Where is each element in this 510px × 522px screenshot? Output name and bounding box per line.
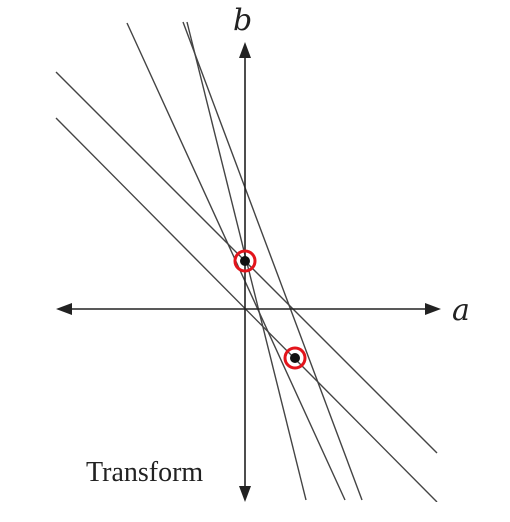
dual-line-1 (55, 117, 438, 502)
intersection-upper-point (240, 256, 250, 266)
y-axis-top-arrow-icon (239, 42, 251, 58)
x-axis-label: a (452, 293, 470, 328)
intersection-lower-point (290, 353, 300, 363)
y-axis-bottom-arrow-icon (239, 486, 251, 502)
axes: a b (56, 3, 470, 502)
x-axis-right-arrow-icon (425, 303, 441, 315)
intersection-points (233, 249, 307, 370)
dual-line-4 (182, 21, 363, 501)
intersection-upper-highlight (233, 249, 257, 273)
y-axis-label: b (233, 3, 252, 38)
x-axis-left-arrow-icon (56, 303, 72, 315)
caption-label: Transform (86, 457, 203, 488)
intersection-lower-highlight (283, 346, 307, 370)
